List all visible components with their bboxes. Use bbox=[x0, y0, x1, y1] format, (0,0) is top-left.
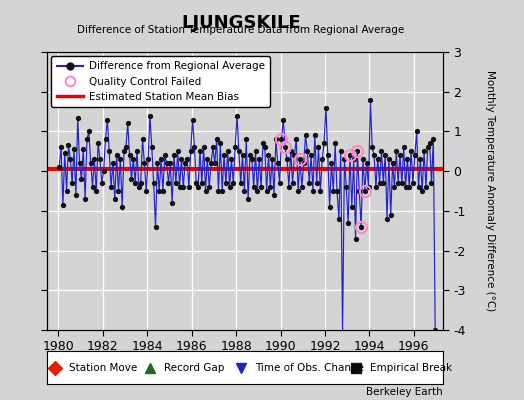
Y-axis label: Monthly Temperature Anomaly Difference (°C): Monthly Temperature Anomaly Difference (… bbox=[485, 70, 495, 312]
Text: Time of Obs. Change: Time of Obs. Change bbox=[255, 362, 364, 373]
Text: Berkeley Earth: Berkeley Earth bbox=[366, 387, 443, 397]
Text: Record Gap: Record Gap bbox=[164, 362, 224, 373]
Text: Empirical Break: Empirical Break bbox=[369, 362, 452, 373]
Legend: Difference from Regional Average, Quality Control Failed, Estimated Station Mean: Difference from Regional Average, Qualit… bbox=[51, 56, 270, 107]
Text: LJUNGSKILE: LJUNGSKILE bbox=[181, 14, 301, 32]
Text: Station Move: Station Move bbox=[69, 362, 137, 373]
Text: Difference of Station Temperature Data from Regional Average: Difference of Station Temperature Data f… bbox=[78, 25, 405, 35]
